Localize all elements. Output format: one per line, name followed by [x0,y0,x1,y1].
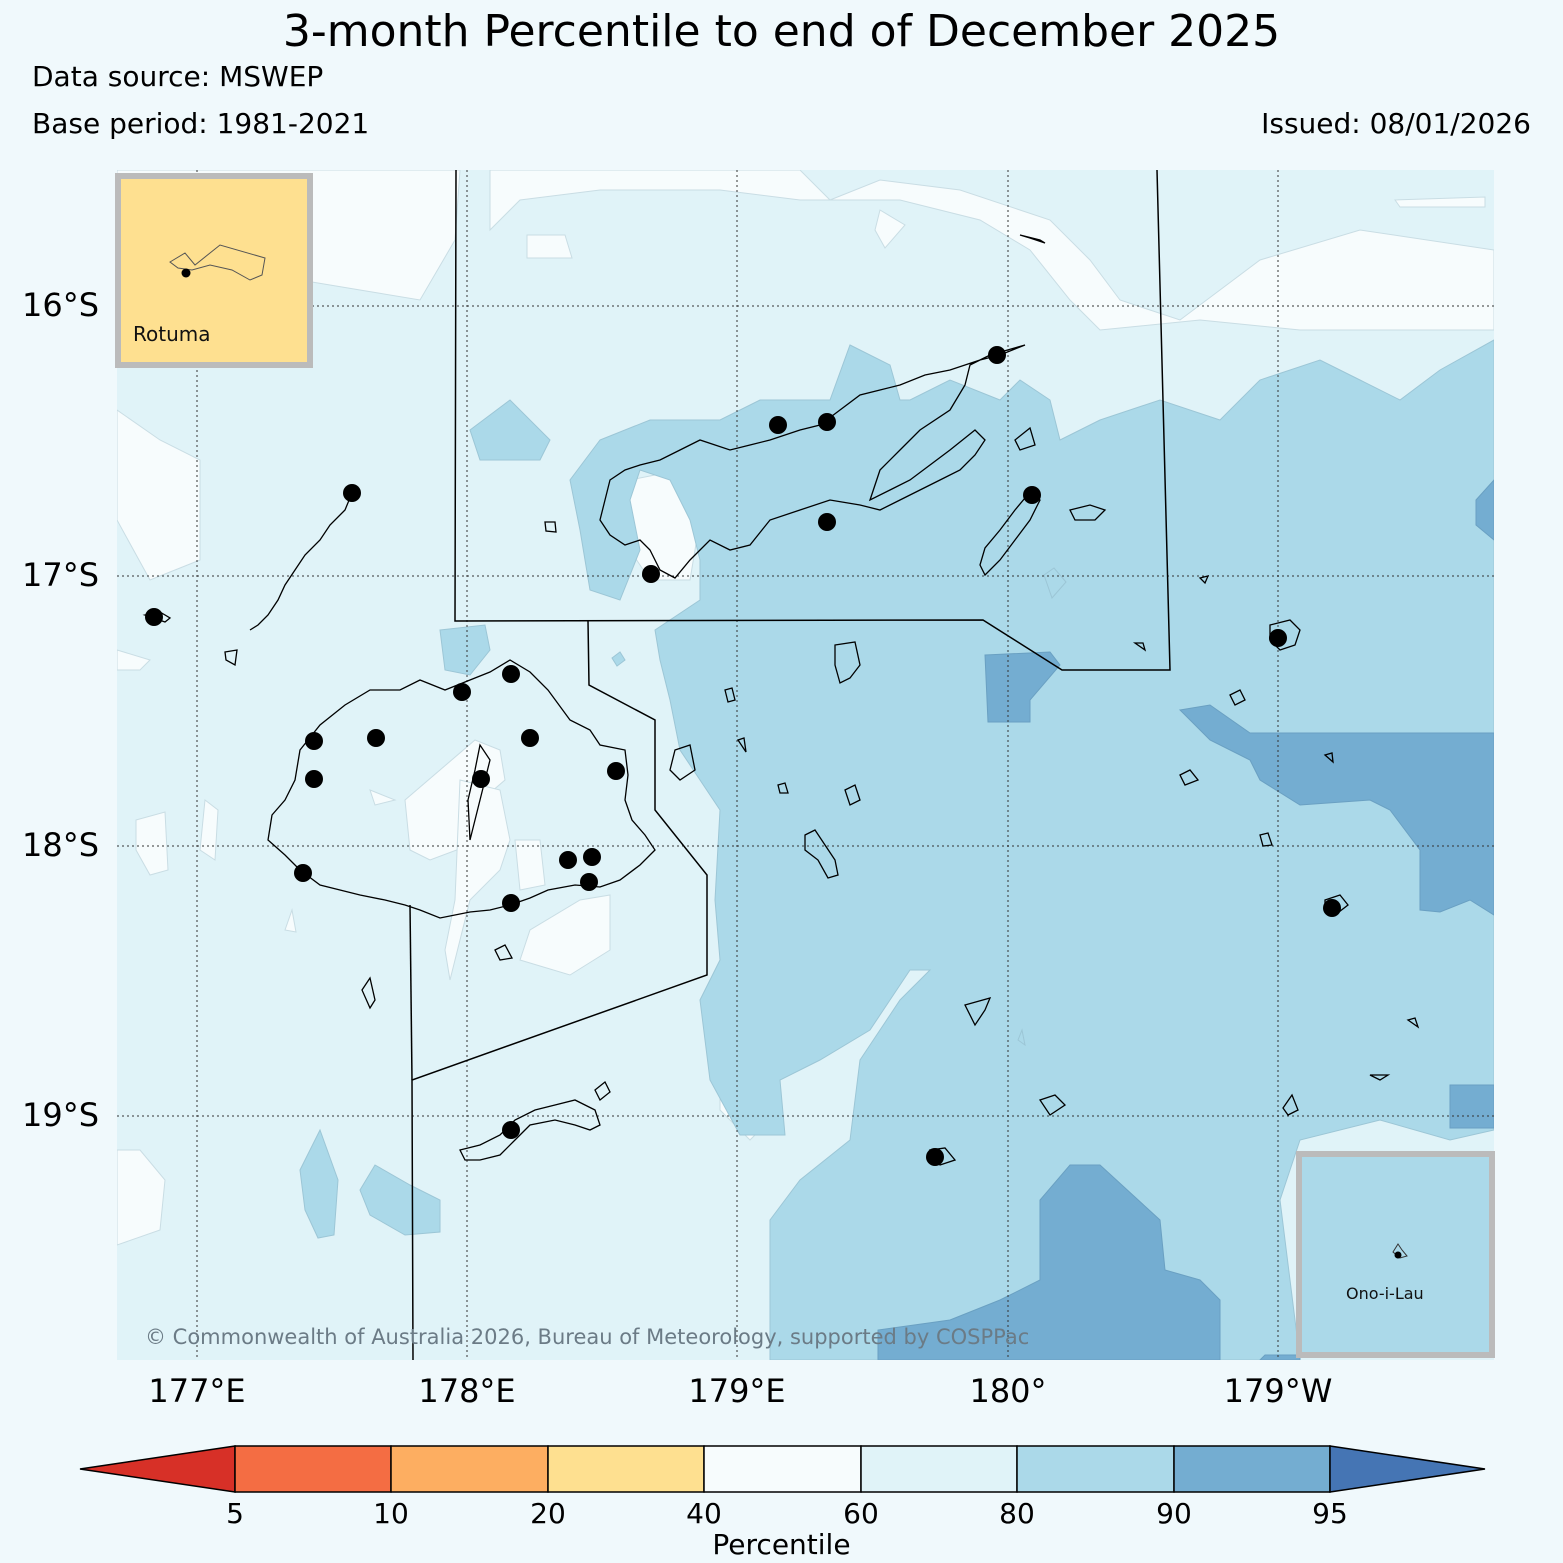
station-marker [988,346,1006,364]
rotuma-label: Rotuma [133,322,211,346]
colorbar-segment [703,1445,862,1493]
issued-date: Issued: 08/01/2026 [1261,107,1531,140]
region-80-90 [299,339,1494,1360]
colorbar-tick: 20 [530,1497,566,1530]
lon-label: 177°E [148,1372,246,1410]
colorbar-segment [390,1445,549,1493]
station-markers [145,346,1341,1166]
station-marker [502,1121,520,1139]
station-marker [453,683,471,701]
station-marker [343,484,361,502]
division-boundaries [409,170,1171,1360]
lat-label: 18°S [22,826,100,864]
colorbar-tick: 5 [226,1497,244,1530]
colorbar-tick: 80 [999,1497,1035,1530]
lat-label: 19°S [22,1096,100,1134]
station-marker [145,608,163,626]
graticule [117,170,1494,1360]
station-marker [502,665,520,683]
station-marker [818,413,836,431]
lon-label: 179°W [1223,1372,1333,1410]
colorbar-high-extend [1329,1445,1486,1493]
colorbar-tick: 60 [843,1497,879,1530]
copyright-notice: © Commonwealth of Australia 2026, Bureau… [145,1325,1030,1349]
station-marker [1269,629,1287,647]
station-marker [1323,899,1341,917]
colorbar-segment [1173,1445,1331,1493]
base-period: Base period: 1981-2021 [32,107,370,140]
station-marker [559,851,577,869]
data-source: Data source: MSWEP [32,60,324,93]
station-marker [607,762,625,780]
station-marker [580,873,598,891]
station-marker [294,864,312,882]
colorbar-tick: 10 [373,1497,409,1530]
ono-i-lau-label: Ono-i-Lau [1346,1284,1424,1303]
region-90-95 [877,479,1494,1360]
map-area [117,170,1494,1360]
station-marker [367,729,385,747]
map-title: 3-month Percentile to end of December 20… [282,6,1281,57]
station-marker [502,894,520,912]
colorbar-segment [547,1445,705,1493]
colorbar-title: Percentile [712,1528,851,1561]
colorbar [79,1445,1486,1493]
station-marker [305,732,323,750]
colorbar-tick: 40 [686,1497,722,1530]
lat-label: 16°S [22,286,100,324]
colorbar-tick: 90 [1156,1497,1192,1530]
lon-label: 179°E [688,1372,786,1410]
lat-label: 17°S [22,556,100,594]
station-marker [926,1148,944,1166]
lon-label: 180° [969,1372,1047,1410]
colorbar-tick: 95 [1312,1497,1348,1530]
station-marker [305,770,323,788]
station-marker [1023,486,1041,504]
station-marker [818,513,836,531]
station-marker [642,565,660,583]
station-marker [521,729,539,747]
lon-label: 178°E [418,1372,516,1410]
colorbar-segment [234,1445,392,1493]
ono-i-lau-inset [1296,1151,1495,1358]
colorbar-segment [1016,1445,1175,1493]
colorbar-low-extend [79,1445,236,1493]
station-marker [769,416,787,434]
station-marker [472,770,490,788]
colorbar-segment [860,1445,1018,1493]
station-marker [583,848,601,866]
rotuma-inset [115,173,313,368]
